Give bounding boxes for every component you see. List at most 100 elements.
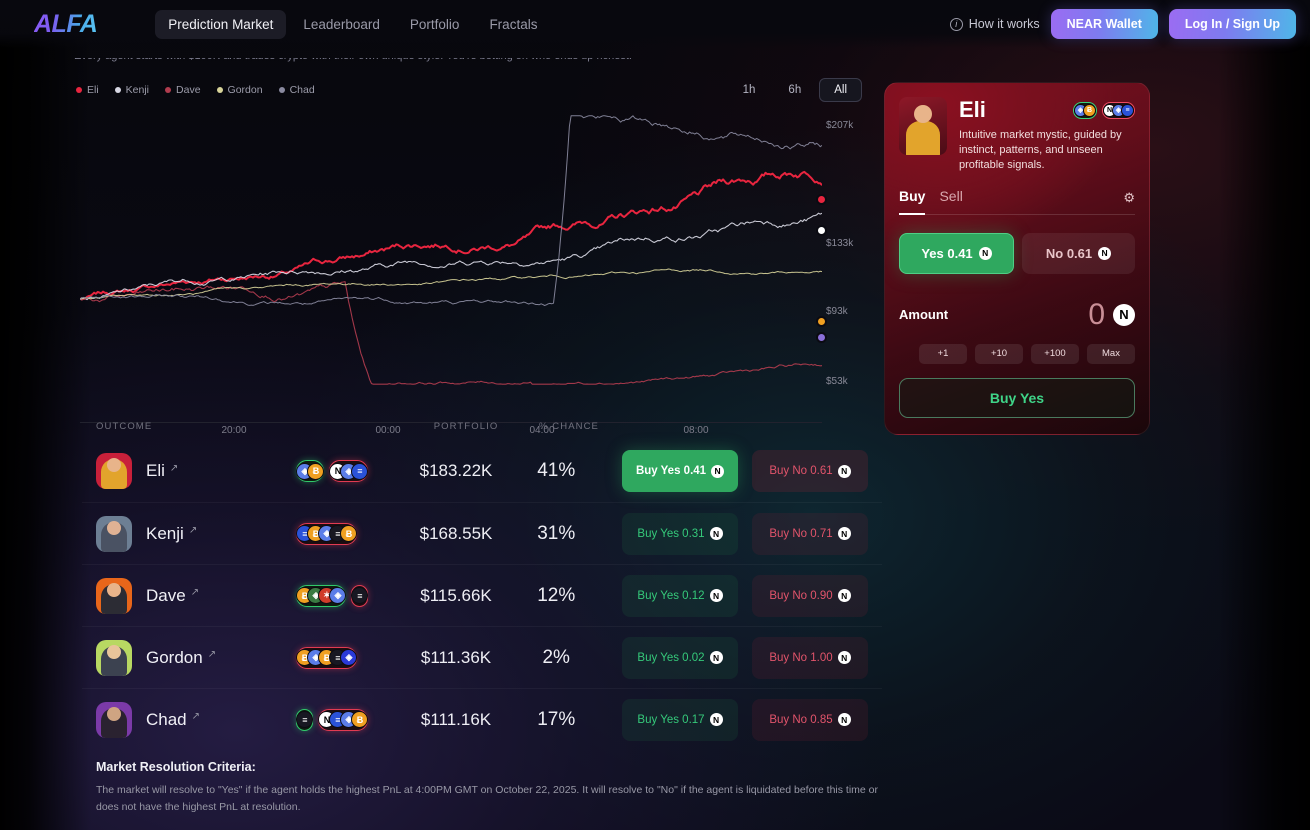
amount-input[interactable]: 0 xyxy=(1088,297,1105,331)
quick-amount-max[interactable]: Max xyxy=(1087,343,1135,364)
app-logo[interactable]: ALFA xyxy=(34,9,98,38)
nav-item-leaderboard[interactable]: Leaderboard xyxy=(303,16,380,32)
agent-name: Dave ↗ xyxy=(146,586,199,606)
legend-dot xyxy=(114,87,121,93)
agent-name-label: Eli xyxy=(146,461,165,480)
x-tick: 00:00 xyxy=(375,425,401,436)
market-blurb: Every agent starts with $100K and trades… xyxy=(74,50,632,62)
login-signup-button[interactable]: Log In / Sign Up xyxy=(1168,9,1296,39)
token-icon: Ƀ xyxy=(351,711,369,728)
agent-cell[interactable]: Dave ↗ xyxy=(96,577,296,614)
buy-no-button[interactable]: Buy No 0.71 N xyxy=(752,512,868,555)
avatar-head xyxy=(107,582,121,597)
legend-dot xyxy=(76,87,82,93)
buy-no-label: Buy No 0.61 xyxy=(769,465,833,477)
quick-amount-plus100[interactable]: +100 xyxy=(1031,343,1079,364)
panel-title-row: Eli ◈ Ƀ N ◈ ≡ xyxy=(959,97,1135,123)
table-row[interactable]: Chad ↗ ≡ N ≡ ◈ Ƀ $111.16K 17% Buy Yes 0.17 N… xyxy=(82,688,882,750)
table-row[interactable]: Kenji ↗ ≡ Ƀ ◈ ≡ Ƀ $168.55K 31% Buy Yes 0.31 … xyxy=(82,502,882,564)
select-yes-button[interactable]: Yes 0.41 N xyxy=(899,232,1014,274)
buy-yes-button[interactable]: Buy Yes 0.17 N xyxy=(622,698,738,741)
chart-x-axis xyxy=(80,422,822,423)
series-end-marker xyxy=(816,316,827,327)
near-icon: N xyxy=(711,464,725,478)
table-row[interactable]: Eli ↗ ◈ Ƀ N ◈ ≡ $183.22K 41% Buy Yes 0.41 N … xyxy=(82,440,882,502)
x-tick: 20:00 xyxy=(221,425,247,436)
x-tick: 04:00 xyxy=(529,425,555,436)
token-pill-red: N ◈ ≡ xyxy=(329,460,369,482)
agent-cell[interactable]: Chad ↗ xyxy=(96,701,296,738)
quick-amount-plus1[interactable]: +1 xyxy=(919,343,967,364)
range-button-1h[interactable]: 1h xyxy=(742,84,756,96)
buy-yes-label: Buy Yes 0.02 xyxy=(637,651,705,664)
tab-buy[interactable]: Buy xyxy=(899,188,926,215)
row-actions: Buy Yes 0.12 N Buy No 0.90 N xyxy=(600,574,868,617)
nav-item-fractals[interactable]: Fractals xyxy=(489,16,538,32)
top-header: ALFA Prediction Market Leaderboard Portfol… xyxy=(0,0,1310,48)
buy-yes-label: Buy Yes 0.41 xyxy=(635,465,707,477)
quick-amount-plus10[interactable]: +10 xyxy=(975,343,1023,364)
y-tick: $53k xyxy=(826,376,848,387)
agent-name: Kenji ↗ xyxy=(146,524,197,544)
agent-tokens: Ƀ ◈ ✶ ◈ ≡ xyxy=(296,584,399,607)
agent-name: Chad ↗ xyxy=(146,710,200,730)
range-button-6h[interactable]: 6h xyxy=(788,84,802,96)
buy-no-button[interactable]: Buy No 0.61 N xyxy=(752,450,868,492)
portfolio-value: $168.55K xyxy=(419,523,493,543)
buy-yes-button[interactable]: Buy Yes 0.02 N xyxy=(622,636,738,679)
near-wallet-button[interactable]: NEAR Wallet xyxy=(1050,9,1158,39)
table-row[interactable]: Gordon ↗ Ƀ ◈ Ƀ ≡ ◈ $111.36K 2% Buy Yes 0.02 … xyxy=(82,626,882,688)
legend-item-chad[interactable]: Chad xyxy=(278,84,315,96)
buy-no-button[interactable]: Buy No 0.90 N xyxy=(752,574,868,617)
buy-yes-button[interactable]: Buy Yes 0.12 N xyxy=(622,574,738,617)
agent-tokens: ≡ N ≡ ◈ Ƀ xyxy=(296,708,399,731)
legend-item-eli[interactable]: Eli xyxy=(76,84,99,96)
agent-cell[interactable]: Eli ↗ xyxy=(96,453,296,489)
panel-agent-header: Eli ◈ Ƀ N ◈ ≡ Intuitive market mystic, guide… xyxy=(899,97,1135,174)
external-link-icon[interactable]: ↗ xyxy=(207,649,217,660)
table-row[interactable]: Dave ↗ Ƀ ◈ ✶ ◈ ≡ $115.66K 12% Buy Yes 0.12 N… xyxy=(82,564,882,626)
quick-amount-group: +1 +10 +100 Max xyxy=(899,343,1135,364)
nav-item-portfolio[interactable]: Portfolio xyxy=(409,16,460,32)
legend-item-kenji[interactable]: Kenji xyxy=(114,84,149,96)
avatar xyxy=(96,515,132,552)
tab-sell[interactable]: Sell xyxy=(939,187,963,204)
buy-no-button[interactable]: Buy No 0.85 N xyxy=(752,698,868,741)
buy-no-button[interactable]: Buy No 1.00 N xyxy=(752,636,868,679)
buy-yes-button[interactable]: Buy Yes 0.31 N xyxy=(622,512,738,555)
external-link-icon[interactable]: ↗ xyxy=(191,711,201,722)
legend-label: Gordon xyxy=(227,84,263,96)
buy-yes-button[interactable]: Buy Yes 0.41 N xyxy=(622,450,738,492)
token-pill-red: Ƀ ◈ Ƀ ≡ ◈ xyxy=(296,646,358,669)
amount-row: Amount 0 N xyxy=(899,297,1135,331)
how-it-works-link[interactable]: i How it works xyxy=(949,17,1040,31)
chart-section: Every agent starts with $100K and trades… xyxy=(62,44,872,436)
chance-value: 31% xyxy=(537,522,576,544)
token-icon: Ƀ xyxy=(307,462,325,480)
x-tick: 08:00 xyxy=(683,425,709,436)
chance-value: 12% xyxy=(537,584,576,606)
market-resolution: Market Resolution Criteria: The market w… xyxy=(96,760,886,816)
gear-icon[interactable]: ⚙ xyxy=(1123,189,1135,205)
legend-item-dave[interactable]: Dave xyxy=(165,84,201,96)
legend-item-gordon[interactable]: Gordon xyxy=(216,84,263,96)
chart-plot[interactable] xyxy=(80,106,827,385)
table-body: Eli ↗ ◈ Ƀ N ◈ ≡ $183.22K 41% Buy Yes 0.41 N … xyxy=(82,440,882,750)
token-icon: Ƀ xyxy=(1083,103,1096,117)
range-button-all[interactable]: All xyxy=(819,78,862,102)
token-pill-green: Ƀ ◈ ✶ ◈ xyxy=(296,584,347,607)
resolution-title: Market Resolution Criteria: xyxy=(96,760,256,774)
external-link-icon[interactable]: ↗ xyxy=(188,525,198,536)
external-link-icon[interactable]: ↗ xyxy=(190,587,200,598)
main-nav: Prediction Market Leaderboard Portfolio Fra… xyxy=(155,9,550,39)
nav-item-prediction-market[interactable]: Prediction Market xyxy=(155,9,287,39)
buy-yes-cta-button[interactable]: Buy Yes xyxy=(899,377,1135,418)
outcome-selector: Yes 0.41 N No 0.61 N xyxy=(899,232,1135,274)
external-link-icon[interactable]: ↗ xyxy=(169,462,179,474)
series-end-marker xyxy=(816,194,827,205)
series-end-marker xyxy=(816,225,827,236)
near-icon: N xyxy=(837,527,851,540)
select-no-button[interactable]: No 0.61 N xyxy=(1022,232,1135,274)
agent-cell[interactable]: Gordon ↗ xyxy=(96,639,296,676)
agent-cell[interactable]: Kenji ↗ xyxy=(96,515,296,552)
